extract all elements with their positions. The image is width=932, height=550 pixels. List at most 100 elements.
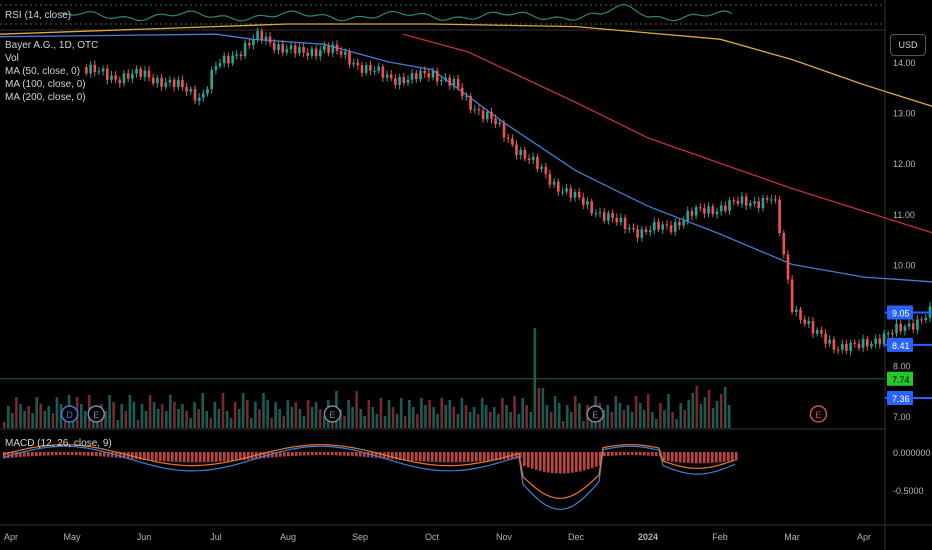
volume-bar [699,404,703,428]
volume-bar [533,328,537,428]
candle-body [565,188,568,192]
volume-bar [217,409,221,428]
candle-body [552,181,556,185]
macd-histogram-bar [727,452,730,462]
volume-bar [108,395,111,428]
candle-body [598,212,602,214]
candle-body [168,79,172,83]
macd-histogram-bar [555,452,558,474]
candle-body [427,73,431,78]
candle-body [193,88,197,101]
volume-bar [719,394,723,428]
candle-body [206,89,209,94]
candle-body [264,36,268,41]
volume-bar [51,413,55,428]
event-marker-letter: E [815,410,821,420]
volume-bar [367,400,371,428]
time-tick-label: May [63,532,81,542]
time-tick-label: Dec [568,532,585,542]
volume-bar [557,403,561,428]
volume-bar [723,387,727,428]
candle-body [289,45,293,50]
macd-histogram-bar [327,452,330,456]
candle-body [97,71,101,73]
currency-button[interactable]: USD [890,34,926,56]
macd-histogram-bar [67,452,70,456]
candle-body [448,77,451,86]
candle-body [882,333,886,345]
ma-200-label[interactable]: MA (200, close, 0) [5,92,86,103]
event-marker-letter: E [592,410,598,420]
macd-histogram-bar [567,452,570,474]
macd-histogram-bar [559,452,562,474]
macd-histogram-bar [623,452,626,456]
macd-histogram-bar [655,452,658,456]
candle-body [93,64,97,72]
ma-50-label[interactable]: MA (50, close, 0) [5,66,81,77]
candle-body [394,78,397,85]
candle-body [131,73,134,79]
ma-100-label[interactable]: MA (100, close, 0) [5,79,86,90]
candle-body [231,55,234,64]
volume-bar [675,419,678,428]
candle-body [369,65,372,71]
macd-histogram-bar [731,452,734,461]
macd-tick-label: 0.000000 [893,448,931,458]
volume-bar [537,388,541,428]
macd-histogram-bar [323,452,326,456]
price-tick-label: 8.00 [893,362,911,372]
volume-bar [711,408,715,428]
candle-body [849,342,852,351]
macd-histogram-bar [183,452,186,463]
macd-histogram-bar [303,452,306,456]
rsi-indicator-label[interactable]: RSI (14, close) [5,10,72,21]
volume-bar [27,406,30,428]
candle-body [628,227,631,230]
candle-body [110,75,113,80]
macd-indicator-label[interactable]: MACD (12, 26, close, 9) [5,438,112,449]
candle-body [260,31,264,41]
macd-histogram-bar [119,452,122,458]
macd-histogram-bar [419,452,422,462]
volume-bar [703,397,707,428]
macd-histogram-bar [295,452,298,456]
event-marker [87,405,105,423]
volume-bar [489,412,492,428]
macd-signal-line [2,444,736,499]
macd-histogram-bar [491,452,494,461]
candle-body [360,65,364,73]
macd-histogram-bar [643,452,646,456]
volume-label[interactable]: Vol [5,53,19,64]
candle-body [623,217,627,230]
volume-bar [371,407,375,428]
macd-histogram-bar [243,452,246,460]
macd-histogram-bar [471,452,474,462]
macd-histogram-bar [467,452,470,462]
macd-histogram-bar [159,452,162,462]
volume-bar [505,405,508,428]
candle-body [511,138,514,145]
volume-bar [310,407,314,428]
volume-bar [659,403,662,428]
macd-histogram-bar [15,452,18,458]
volume-bar [294,402,298,428]
volume-bar [197,409,200,428]
macd-histogram-bar [415,452,418,462]
candle-body [694,207,698,216]
macd-histogram-bar [391,452,394,460]
time-tick-label: Mar [784,532,800,542]
volume-bar [209,418,213,428]
macd-histogram-bar [647,452,650,456]
volume-bar [221,393,225,428]
candle-body [866,339,869,347]
candle-body [402,76,406,83]
candle-body [899,323,902,331]
symbol-label[interactable]: Bayer A.G., 1D, OTC [5,40,99,51]
time-tick-label: 2024 [638,532,658,542]
candle-body [711,206,715,214]
candle-body [339,51,343,55]
time-tick-label: Apr [4,532,18,542]
candle-body [874,338,877,344]
volume-bar [165,411,168,428]
